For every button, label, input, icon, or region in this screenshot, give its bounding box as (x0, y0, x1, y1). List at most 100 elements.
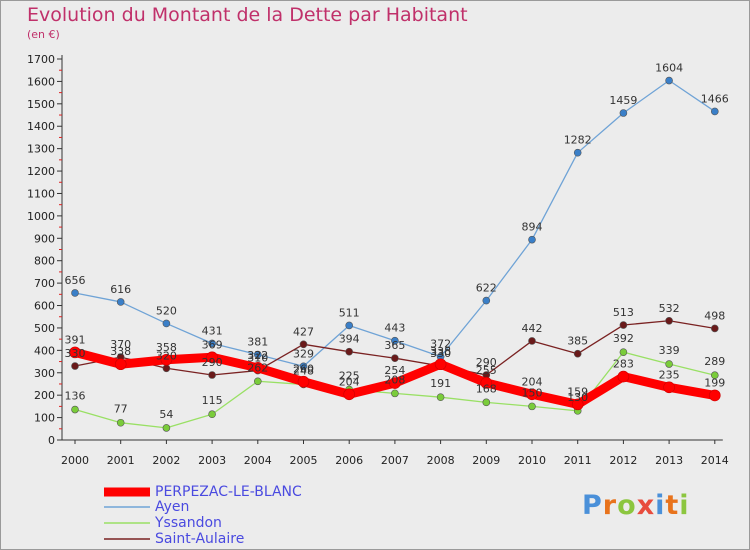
data-label-2: 130 (567, 391, 588, 404)
x-tick-label: 2005 (290, 454, 318, 467)
data-label-3: 394 (339, 333, 360, 346)
data-point-2 (391, 389, 399, 398)
data-label-2: 225 (339, 370, 360, 383)
data-point-0 (206, 351, 218, 364)
data-label-0: 338 (110, 345, 131, 358)
proxiti-logo: Proxiti (582, 490, 690, 521)
legend-label-saint-aulaire: Saint-Aulaire (155, 531, 245, 547)
data-point-2 (116, 418, 125, 427)
data-label-0: 235 (659, 368, 680, 381)
data-label-3: 290 (202, 356, 223, 369)
logo-letter: t (665, 490, 680, 521)
y-tick-label: 1400 (27, 120, 55, 133)
data-point-1 (482, 296, 491, 305)
data-label-1: 1604 (655, 62, 683, 75)
data-label-0: 199 (704, 376, 725, 389)
data-point-2 (162, 424, 171, 432)
data-label-2: 115 (202, 394, 223, 407)
logo-letter: i (655, 490, 666, 521)
data-point-3 (619, 321, 628, 329)
data-label-0: 204 (339, 375, 360, 388)
data-point-2 (208, 410, 216, 419)
data-label-3: 365 (384, 339, 405, 352)
legend-label-yssandon: Yssandon (155, 515, 222, 531)
y-tick-label: 100 (34, 412, 55, 425)
legend-label-ayen: Ayen (155, 499, 190, 515)
data-label-0: 260 (293, 363, 314, 376)
x-tick-label: 2000 (61, 454, 89, 467)
data-point-0 (617, 370, 630, 383)
data-label-0: 322 (247, 349, 268, 362)
data-label-1: 372 (430, 338, 451, 351)
y-tick-label: 0 (48, 434, 55, 447)
data-label-1: 1282 (564, 134, 592, 147)
y-tick-label: 1600 (27, 75, 55, 88)
data-label-0: 204 (522, 375, 543, 388)
data-point-3 (345, 347, 354, 356)
x-tick-label: 2014 (701, 454, 729, 467)
y-tick-label: 200 (34, 389, 55, 402)
data-point-1 (391, 336, 399, 345)
data-point-1 (665, 76, 673, 85)
data-point-0 (297, 375, 310, 388)
data-point-3 (208, 371, 216, 379)
data-label-0: 338 (430, 345, 451, 358)
data-label-2: 191 (430, 377, 451, 390)
data-point-2 (71, 405, 79, 414)
data-point-3 (299, 340, 308, 349)
data-label-2: 168 (476, 382, 497, 395)
data-label-3: 385 (567, 335, 588, 348)
y-tick-label: 700 (34, 277, 55, 290)
data-point-0 (251, 362, 264, 374)
y-tick-label: 900 (34, 232, 55, 245)
data-point-0 (343, 388, 356, 401)
data-point-0 (663, 381, 675, 394)
y-tick-label: 1200 (27, 165, 55, 178)
data-label-3: 330 (430, 347, 451, 360)
data-label-3: 442 (522, 322, 543, 335)
data-label-0: 255 (476, 364, 497, 377)
data-label-1: 616 (110, 283, 131, 296)
data-point-0 (571, 398, 584, 411)
data-label-0: 159 (567, 385, 588, 398)
y-tick-label: 1300 (27, 143, 55, 156)
data-label-1: 1459 (609, 94, 637, 107)
data-label-2: 208 (384, 373, 405, 386)
data-label-1: 381 (247, 336, 268, 349)
y-tick-label: 1500 (27, 98, 55, 111)
x-tick-label: 2007 (381, 454, 409, 467)
data-label-2: 392 (613, 332, 634, 345)
data-label-3: 427 (293, 325, 314, 338)
data-point-2 (665, 360, 673, 368)
x-tick-label: 2008 (427, 454, 455, 467)
data-point-0 (114, 358, 127, 371)
x-tick-label: 2010 (518, 454, 546, 467)
x-tick-label: 2001 (107, 454, 135, 467)
data-label-1: 520 (156, 304, 177, 317)
data-point-2 (253, 377, 262, 386)
data-label-0: 369 (202, 338, 223, 351)
data-point-2 (528, 402, 536, 411)
data-point-1 (345, 321, 354, 330)
data-label-3: 532 (659, 302, 680, 315)
data-label-1: 656 (65, 274, 86, 287)
data-point-3 (162, 364, 171, 373)
data-point-2 (710, 371, 719, 380)
x-tick-label: 2004 (244, 454, 272, 467)
logo-letter: P (582, 490, 603, 521)
data-label-2: 77 (114, 403, 128, 416)
data-point-0 (389, 377, 401, 389)
data-label-1: 1466 (701, 92, 729, 105)
chart-title: Evolution du Montant de la Dette par Hab… (27, 4, 468, 26)
data-point-0 (708, 389, 721, 402)
data-label-3: 310 (247, 352, 268, 365)
data-point-0 (160, 353, 173, 366)
logo-letter: x (636, 490, 656, 521)
data-point-3 (665, 316, 673, 325)
data-point-3 (710, 324, 719, 333)
logo-letter: i (679, 490, 690, 521)
data-label-0: 391 (65, 333, 86, 346)
data-point-0 (480, 377, 493, 389)
data-label-1: 443 (384, 322, 405, 335)
